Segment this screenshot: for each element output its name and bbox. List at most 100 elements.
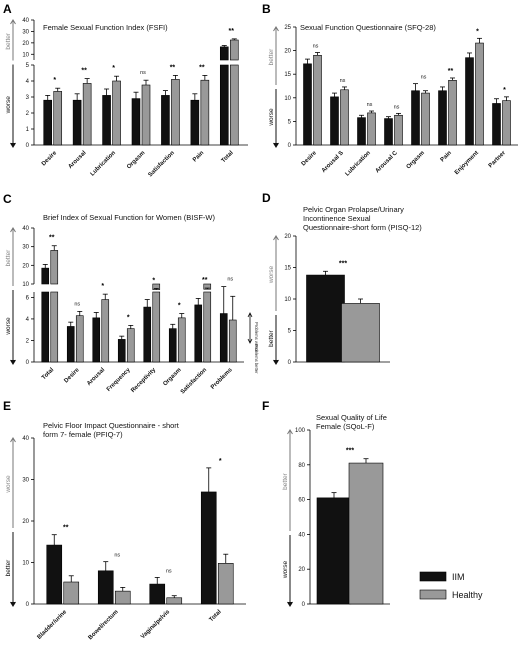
arrow-down-icon xyxy=(273,142,279,148)
y-tick-label: 40 xyxy=(22,226,29,232)
bar-healthy xyxy=(200,79,210,146)
bar-healthy-upper xyxy=(229,39,239,61)
bar-healthy xyxy=(340,89,349,146)
direction-label-bottom: worse xyxy=(282,560,289,579)
bar-healthy xyxy=(348,462,384,605)
y-tick-label: 10 xyxy=(284,297,291,303)
significance-label: * xyxy=(53,77,56,84)
category-label: Desire xyxy=(301,150,319,168)
bar-healthy xyxy=(203,291,212,363)
legend-label-iim: IIM xyxy=(452,572,465,582)
category-label: Orgasm xyxy=(162,367,182,387)
y-tick-label: 20 xyxy=(284,234,291,240)
y-tick-label: 6 xyxy=(26,295,30,301)
y-tick-label: 10 xyxy=(284,96,291,102)
bar-iim xyxy=(161,95,170,146)
y-tick-label: 4 xyxy=(26,317,30,323)
bar-iim xyxy=(102,95,111,146)
y-tick-label: 0 xyxy=(26,143,30,149)
direction-label-bottom: better xyxy=(5,559,12,576)
significance-label: * xyxy=(219,458,222,465)
panel-title-line: Female (SQoL-F) xyxy=(316,422,375,431)
legend-swatch-healthy xyxy=(419,589,447,600)
category-label: Receptivity xyxy=(130,367,157,394)
y-tick-label: 30 xyxy=(22,245,29,251)
y-tick-label: 20 xyxy=(298,567,305,573)
bar-iim xyxy=(194,304,203,363)
bar-iim xyxy=(131,98,141,146)
y-tick-label: 10 xyxy=(22,52,29,58)
bar-healthy xyxy=(63,581,80,605)
panel-title-line: Pelvic Floor Impact Questionnaire - shor… xyxy=(43,421,180,430)
ns-label: ns xyxy=(394,104,400,110)
bar-healthy-upper xyxy=(50,250,59,285)
category-label: Orgasm xyxy=(406,150,426,170)
category-label: Enjoyment xyxy=(454,150,480,176)
ns-label: ns xyxy=(367,102,373,108)
category-label: Vagina/pelvis xyxy=(140,609,172,641)
y-tick-label: 20 xyxy=(284,49,291,55)
y-tick-label: 10 xyxy=(22,561,29,567)
panel-label: E xyxy=(3,399,11,413)
legend: IIM Healthy xyxy=(419,571,483,600)
bar-iim xyxy=(219,313,228,363)
bar-iim xyxy=(316,497,352,605)
significance-label: * xyxy=(112,65,115,72)
panel-title-line: form 7- female (PFIQ-7) xyxy=(43,430,123,439)
panel-title-line: Incontinence Sexual xyxy=(303,214,371,223)
category-label: Bladder/urine xyxy=(37,609,69,641)
panel-E: E Pelvic Floor Impact Questionnaire - sho… xyxy=(3,399,246,641)
y-tick-label: 2 xyxy=(26,111,30,117)
category-label: Total xyxy=(41,367,55,381)
y-tick-label: 80 xyxy=(298,463,305,469)
bar-healthy xyxy=(82,83,92,146)
bar-iim xyxy=(438,90,447,146)
bar-healthy xyxy=(50,291,59,363)
category-label: Partner xyxy=(488,150,508,170)
panel-title-line: Pelvic Organ Prolapse/Urinary xyxy=(303,205,404,214)
y-tick-label: 20 xyxy=(22,519,29,525)
bar-iim xyxy=(303,63,312,146)
bar-healthy xyxy=(141,84,151,146)
y-tick-label: 20 xyxy=(22,41,29,47)
direction-label-top: better xyxy=(5,32,12,49)
arrow-up-icon xyxy=(273,26,279,32)
y-tick-label: 2 xyxy=(26,338,30,344)
significance-label: ** xyxy=(49,235,55,242)
y-tick-label: 30 xyxy=(22,478,29,484)
category-label: Total xyxy=(221,150,235,164)
panel-title-line: Sexual Quality of Life xyxy=(316,413,387,422)
ns-label: ns xyxy=(313,43,319,49)
arrow-down-icon xyxy=(10,601,16,607)
bar-healthy xyxy=(217,563,234,605)
direction-label-top: better xyxy=(268,48,275,65)
arrow-up-icon xyxy=(273,235,279,241)
category-label: Frequency xyxy=(106,367,132,393)
arrow-up-icon xyxy=(10,437,16,443)
significance-label: *** xyxy=(339,260,347,267)
bar-iim xyxy=(384,118,393,146)
significance-label: * xyxy=(476,28,479,35)
category-label: Bowel/rectum xyxy=(88,609,120,641)
y-tick-label: 40 xyxy=(22,18,29,24)
direction-label-top: better xyxy=(5,249,12,266)
direction-label-bottom: worse xyxy=(5,317,12,336)
significance-label: ** xyxy=(63,525,69,532)
arrow-up-icon xyxy=(247,312,253,318)
panel-A: A Female Sexual Function Index (FSFI) 0 1 2 3… xyxy=(3,2,248,178)
ns-label: ns xyxy=(166,568,172,574)
direction-label-bottom: worse xyxy=(268,108,275,127)
bar-iim xyxy=(41,291,50,363)
category-label: Total xyxy=(209,609,223,623)
category-label: Problems xyxy=(210,367,234,391)
y-tick-label: 15 xyxy=(284,72,291,78)
arrow-down-icon xyxy=(273,359,279,365)
y-tick-label: 60 xyxy=(298,498,305,504)
y-tick-label: 40 xyxy=(298,532,305,538)
bar-healthy xyxy=(114,590,131,605)
bar-iim xyxy=(306,274,345,363)
category-label: Satisfaction xyxy=(148,150,177,179)
y-tick-label: 0 xyxy=(26,602,30,608)
